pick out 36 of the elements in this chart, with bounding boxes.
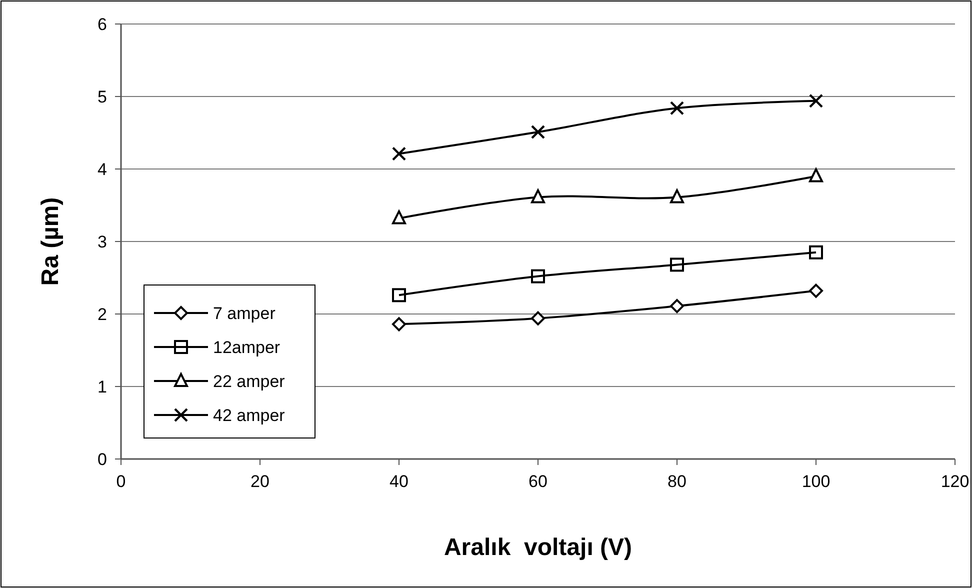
x-tick-label: 40 bbox=[390, 472, 408, 491]
y-tick-label: 1 bbox=[98, 377, 107, 396]
point bbox=[531, 311, 545, 326]
x-tick-label: 60 bbox=[528, 472, 548, 491]
point bbox=[530, 124, 546, 140]
point bbox=[392, 210, 406, 224]
point bbox=[809, 284, 823, 298]
y-tick-label: 4 bbox=[98, 160, 107, 179]
point bbox=[808, 94, 824, 108]
point bbox=[392, 146, 406, 161]
point bbox=[670, 189, 684, 204]
y-tick-label: 0 bbox=[98, 450, 107, 469]
point bbox=[531, 189, 545, 204]
point bbox=[392, 288, 406, 302]
point bbox=[670, 258, 684, 272]
point bbox=[809, 168, 823, 182]
point bbox=[670, 299, 684, 314]
x-tick-label: 0 bbox=[116, 472, 126, 491]
y-tick-label: 3 bbox=[98, 232, 107, 252]
y-tick-label: 5 bbox=[98, 87, 107, 106]
x-tick-label: 80 bbox=[668, 472, 686, 491]
y-tick-label: 2 bbox=[98, 304, 107, 324]
x-tick-label: 100 bbox=[802, 472, 830, 491]
point bbox=[531, 269, 545, 284]
legend-label: 7 amper bbox=[213, 304, 276, 323]
legend-label: 12amper bbox=[213, 338, 280, 357]
legend-label: 22 amper bbox=[213, 372, 286, 391]
point bbox=[809, 245, 823, 260]
legend-label: 42 amper bbox=[213, 406, 286, 425]
point bbox=[392, 317, 406, 332]
point bbox=[670, 101, 684, 116]
x-axis-title: Aralık voltajı (V) bbox=[444, 534, 632, 561]
y-axis-title: Ra (µm) bbox=[37, 197, 64, 286]
y-tick-label: 6 bbox=[98, 14, 107, 34]
x-tick-label: 120 bbox=[940, 472, 970, 491]
x-tick-label: 20 bbox=[250, 472, 270, 491]
